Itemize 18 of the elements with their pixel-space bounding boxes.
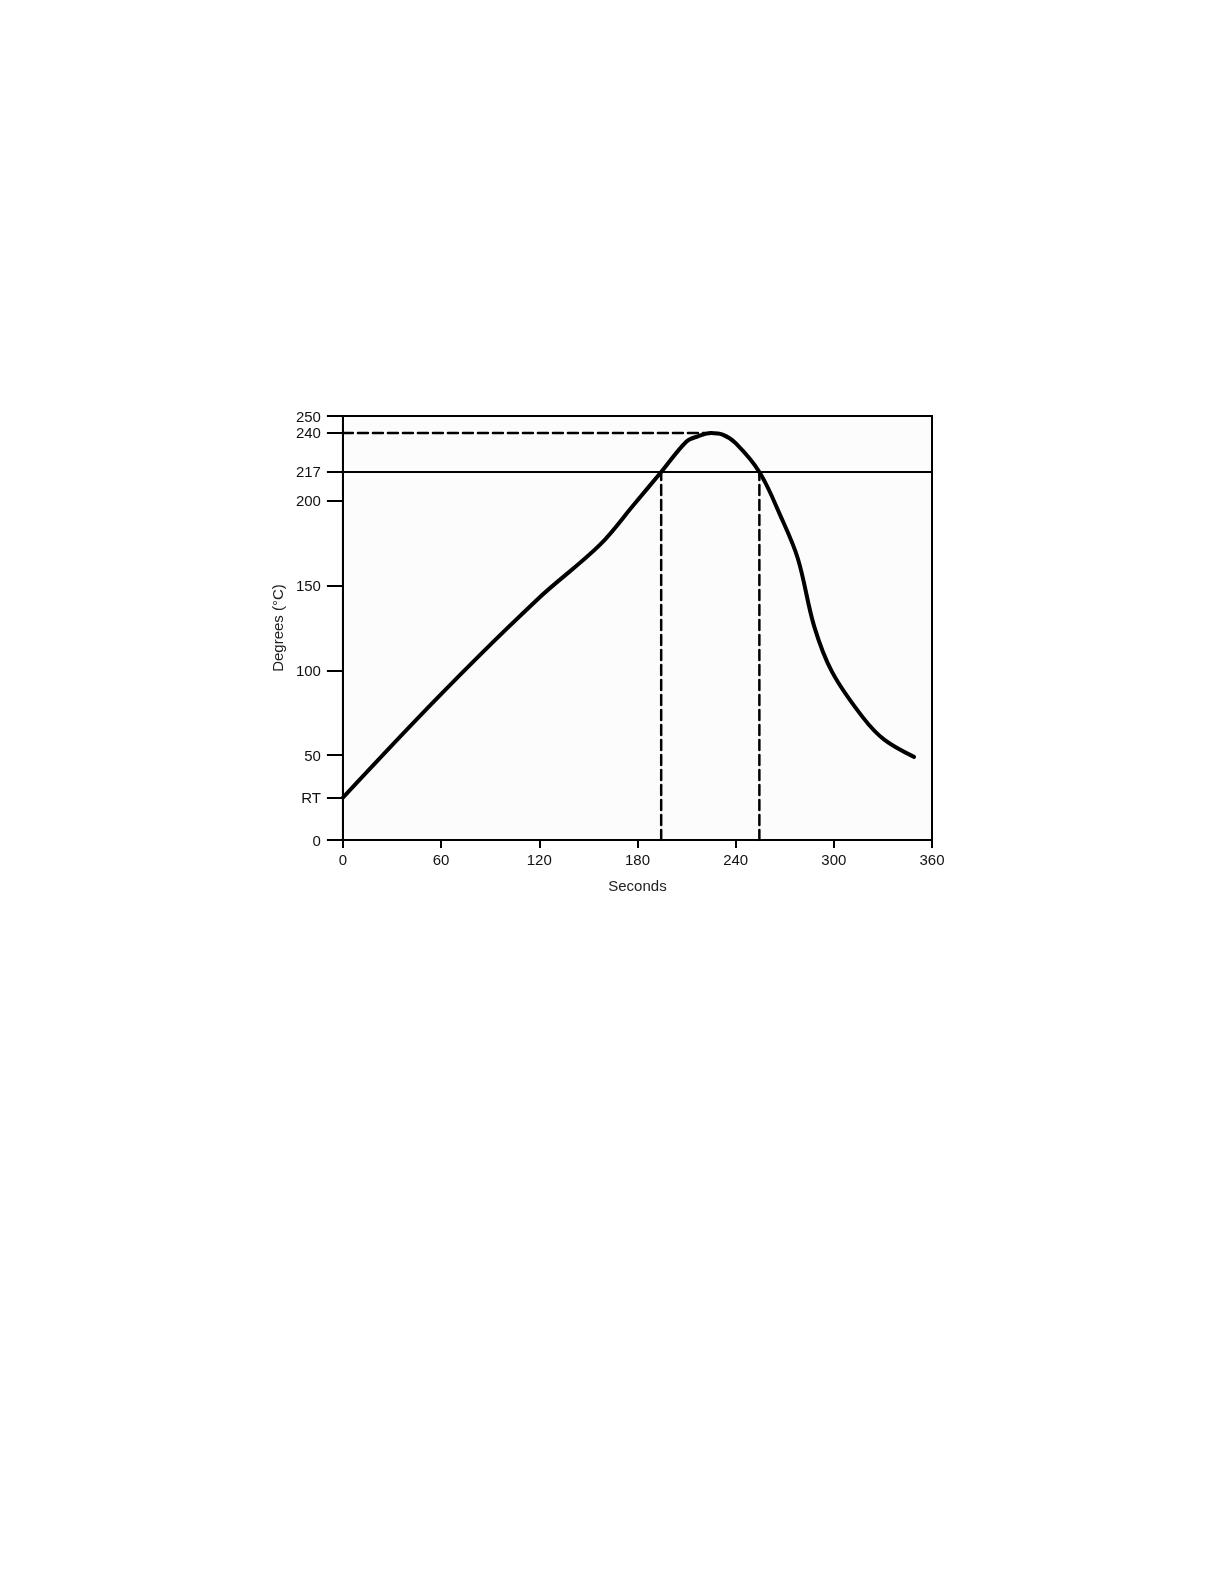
x-tick-label: 60	[432, 851, 450, 868]
x-tick-label: 300	[821, 851, 847, 868]
y-axis-title: Degrees (°C)	[269, 584, 286, 672]
x-axis-title: Seconds	[608, 877, 667, 894]
x-tick-label: 240	[723, 851, 749, 868]
y-tick-label: RT	[301, 789, 321, 807]
y-tick-label: 217	[295, 463, 321, 481]
y-tick-label: 100	[295, 661, 321, 679]
y-tick-label: 240	[295, 424, 321, 442]
x-tick-label: 180	[624, 851, 650, 868]
x-tick-label: 0	[338, 851, 348, 868]
x-tick-label: 120	[526, 851, 552, 868]
y-tick-label: 150	[295, 577, 321, 595]
x-tick-label: 360	[919, 851, 945, 868]
y-tick-label: 200	[295, 492, 321, 510]
y-tick-label: 0	[312, 831, 321, 849]
y-tick-label: 250	[295, 407, 321, 425]
y-tick-label: 50	[304, 746, 321, 764]
